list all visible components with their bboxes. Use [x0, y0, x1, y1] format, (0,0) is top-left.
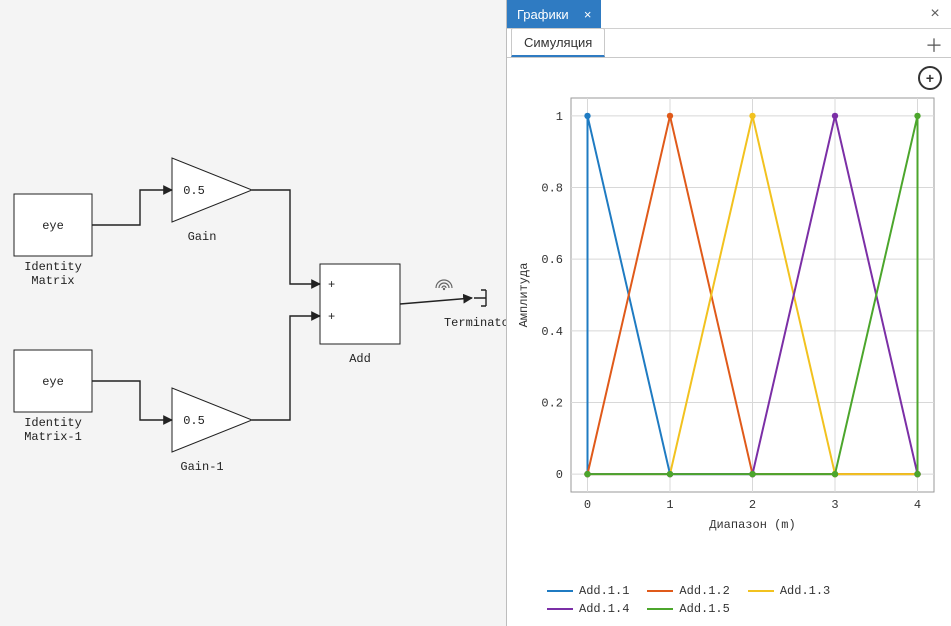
svg-text:Matrix: Matrix: [31, 274, 74, 288]
plot-svg: 0 0.2 0.4 0.6 0.8 1 0 1 2 3 4 Диапазон (m) Амплитуда: [507, 58, 951, 578]
svg-text:0.6: 0.6: [541, 253, 563, 267]
svg-text:+: +: [328, 310, 335, 324]
svg-text:3: 3: [831, 498, 838, 512]
legend-item[interactable]: Add.1.2: [647, 584, 729, 598]
legend-label: Add.1.5: [679, 602, 729, 616]
svg-text:0.5: 0.5: [183, 184, 205, 198]
plot-area: + 0 0.2 0.4 0.6 0.8 1 0 1 2 3 4 Диапазон (m) Амплиту…: [507, 58, 951, 626]
legend-swatch: [547, 608, 573, 610]
svg-text:Gain-1: Gain-1: [180, 460, 223, 474]
svg-text:eye: eye: [42, 375, 64, 389]
tab-simulation[interactable]: Симуляция: [511, 28, 605, 57]
graph-panel-title: Графики: [517, 7, 569, 22]
graph-panel-titlebar[interactable]: Графики ×: [507, 0, 601, 28]
svg-text:Диапазон (m): Диапазон (m): [709, 518, 795, 532]
svg-text:Амплитуда: Амплитуда: [517, 263, 531, 328]
panel-close-button[interactable]: ×: [918, 0, 951, 28]
svg-text:Matrix-1: Matrix-1: [24, 430, 82, 444]
svg-text:1: 1: [556, 110, 563, 124]
legend-item[interactable]: Add.1.4: [547, 602, 629, 616]
tab-simulation-label: Симуляция: [524, 35, 592, 50]
svg-text:+: +: [328, 278, 335, 292]
svg-text:eye: eye: [42, 219, 64, 233]
plot-legend: Add.1.1 Add.1.2 Add.1.3 Add.1.4 Add.1.5: [547, 584, 942, 620]
svg-text:0.8: 0.8: [541, 182, 563, 196]
panel-tab-close-icon[interactable]: ×: [575, 0, 601, 28]
svg-text:Gain: Gain: [188, 230, 217, 244]
legend-label: Add.1.4: [579, 602, 629, 616]
graph-tabs: Симуляция ＋: [507, 29, 951, 58]
legend-label: Add.1.3: [780, 584, 830, 598]
svg-text:Terminator: Terminator: [444, 316, 506, 330]
legend-label: Add.1.1: [579, 584, 629, 598]
svg-text:Identity: Identity: [24, 416, 82, 430]
svg-text:1: 1: [666, 498, 673, 512]
legend-item[interactable]: Add.1.1: [547, 584, 629, 598]
svg-text:4: 4: [914, 498, 921, 512]
legend-swatch: [647, 590, 673, 592]
diagram-canvas[interactable]: eyeIdentityMatrixeyeIdentityMatrix-10.5G…: [0, 0, 506, 626]
svg-text:0.2: 0.2: [541, 396, 563, 410]
svg-text:Add: Add: [349, 352, 371, 366]
add-plot-button[interactable]: +: [918, 66, 942, 90]
svg-text:0: 0: [584, 498, 591, 512]
legend-swatch: [547, 590, 573, 592]
svg-text:0: 0: [556, 468, 563, 482]
graph-panel: Графики × × Симуляция ＋ + 0 0.2 0.4 0.6 0.8 1…: [506, 0, 951, 626]
diagram-svg: eyeIdentityMatrixeyeIdentityMatrix-10.5G…: [0, 0, 506, 626]
svg-text:0.5: 0.5: [183, 414, 205, 428]
legend-item[interactable]: Add.1.5: [647, 602, 729, 616]
svg-text:Identity: Identity: [24, 260, 82, 274]
svg-text:0.4: 0.4: [541, 325, 563, 339]
svg-text:2: 2: [749, 498, 756, 512]
add-tab-button[interactable]: ＋: [922, 33, 946, 57]
legend-label: Add.1.2: [679, 584, 729, 598]
legend-swatch: [647, 608, 673, 610]
legend-item[interactable]: Add.1.3: [748, 584, 830, 598]
legend-swatch: [748, 590, 774, 592]
